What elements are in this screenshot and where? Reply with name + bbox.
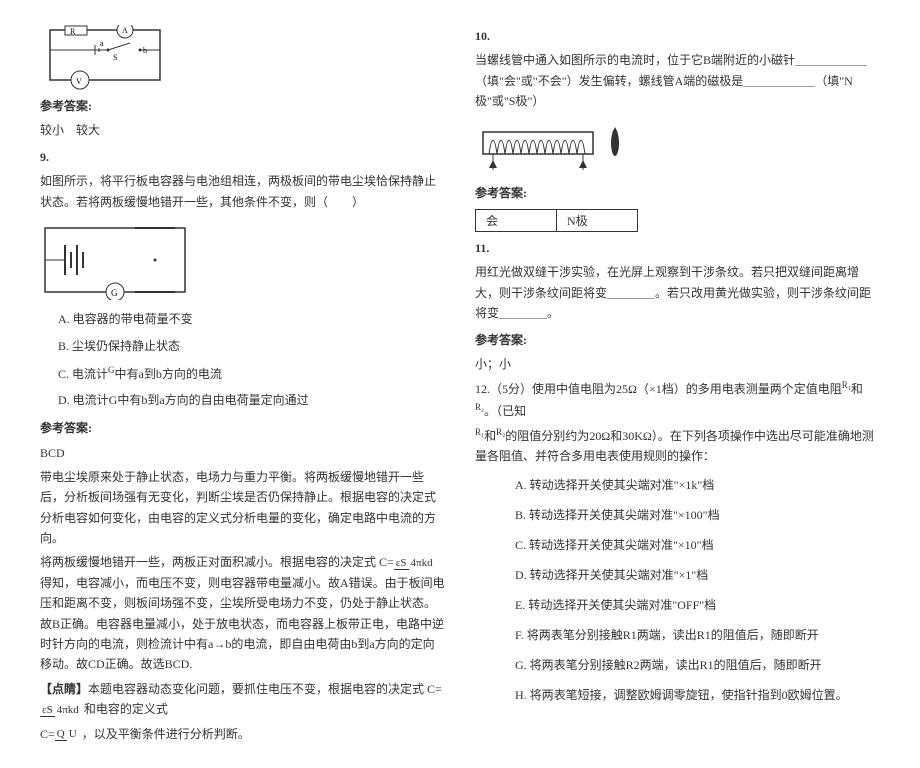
r30k: 30KΩ xyxy=(622,429,652,443)
q9c-pre: C. 电流计 xyxy=(58,367,108,381)
frac1-top: εS xyxy=(394,557,409,570)
left-column: R A V a b S 参考答案: 较小 较大 9. 如图所示，将平行板电容器与 xyxy=(40,20,445,748)
answer-10-table: 会 N极 xyxy=(475,209,638,232)
ans10-cell2: N极 xyxy=(557,209,638,231)
page-container: R A V a b S 参考答案: 较小 较大 9. 如图所示，将平行板电容器与 xyxy=(40,20,880,748)
svg-text:A: A xyxy=(122,26,128,35)
q11-number: 11. xyxy=(475,238,880,258)
explanation-2: 将两板缓慢地错开一些，两板正对面积减小。根据电容的决定式 C=εS4πkd 得知… xyxy=(40,552,445,674)
q12-l2a: 和 xyxy=(484,429,496,443)
explanation-1: 带电尘埃原来处于静止状态，电场力与重力平衡。将两板缓慢地错开一些后，分析板间场强… xyxy=(40,467,445,549)
q12-text-line2: R₁和R₂的阻值分别约为20Ω和30KΩ）。在下列各项操作中选出尽可能准确地测量… xyxy=(475,425,880,467)
q9c-mid: 中有a到b方向的电流 xyxy=(115,367,222,381)
answer-heading-9: 参考答案: xyxy=(40,418,445,438)
tip-a: 本题电容器动态变化问题，要抓住电压不变，根据电容的决定式 xyxy=(88,682,424,696)
q12-m3: 。（已知 xyxy=(484,404,526,418)
answer-heading-10: 参考答案: xyxy=(475,183,880,203)
q11-text: 用红光做双缝干涉实验，在光屏上观察到干涉条纹。若只把双缝间距离增大，则干涉条纹间… xyxy=(475,262,880,323)
q10-text: 当螺线管中通入如图所示的电流时，位于它B端附近的小磁针＿＿＿＿＿＿（填"会"或"… xyxy=(475,50,880,111)
r25: 25Ω xyxy=(616,382,637,396)
q12-l2b: 的阻值分别约为 xyxy=(505,429,589,443)
answer-9: BCD xyxy=(40,443,445,463)
frac-2: εS4πkd xyxy=(40,705,81,716)
answer-11: 小；小 xyxy=(475,354,880,374)
tip-paragraph-2: C=QU ，以及平衡条件进行分析判断。 xyxy=(40,724,445,744)
ans10-cell1: 会 xyxy=(476,209,557,231)
q10-number: 10. xyxy=(475,26,880,46)
q12-option-c: C. 转动选择开关使其尖端对准"×10"档 xyxy=(515,533,880,557)
answer-heading-8: 参考答案: xyxy=(40,96,445,116)
fracC-top: Q xyxy=(55,728,67,741)
q9-option-c: C. 电流计G中有a到b方向的电流 xyxy=(58,362,445,386)
solenoid-diagram xyxy=(475,120,635,175)
tip-b: 和电容的定义式 xyxy=(84,702,168,716)
c-eq2: C= xyxy=(427,682,442,696)
frac-c: QU xyxy=(55,729,79,740)
q12-option-a: A. 转动选择开关使其尖端对准"×1k"档 xyxy=(515,473,880,497)
tip-label: 【点睛】 xyxy=(40,682,88,696)
frac1-bot: 4πkd xyxy=(409,557,435,569)
answer-8: 较小 较大 xyxy=(40,120,445,140)
q12-l2c: 和 xyxy=(610,429,622,443)
frac2-top: εS xyxy=(40,704,55,717)
q12-option-f: F. 将两表笔分别接触R1两端，读出R1的阻值后，随即断开 xyxy=(515,623,880,647)
q9-option-a: A. 电容器的带电荷量不变 xyxy=(58,308,445,331)
answer-heading-11: 参考答案: xyxy=(475,330,880,350)
q12-m1: （×1档）的多用电表测量两个定值电阻 xyxy=(637,382,842,396)
rR1: R₁ xyxy=(842,380,851,390)
rR2: R₂ xyxy=(475,402,484,412)
svg-text:V: V xyxy=(76,77,82,86)
capacitor-diagram: G xyxy=(40,220,190,300)
tip-c: ，以及平衡条件进行分析判断。 xyxy=(82,727,250,741)
q9-option-b: B. 尘埃仍保持静止状态 xyxy=(58,335,445,358)
q12-pre: 12.（5分）使用中值电阻为 xyxy=(475,382,616,396)
fracC-bot: U xyxy=(67,728,79,740)
q12-option-h: H. 将两表笔短接，调整欧姆调零旋钮，使指针指到0欧姆位置。 xyxy=(515,683,880,707)
q12-option-d: D. 转动选择开关使其尖端对准"×1"档 xyxy=(515,563,880,587)
right-column: 10. 当螺线管中通入如图所示的电流时，位于它B端附近的小磁针＿＿＿＿＿＿（填"… xyxy=(475,20,880,748)
circuit-diagram: R A V a b S xyxy=(40,25,170,90)
svg-text:a: a xyxy=(100,39,104,48)
svg-text:R: R xyxy=(70,27,76,36)
expl2-a: 将两板缓慢地错开一些，两板正对面积减小。根据电容的决定式 xyxy=(40,555,376,569)
c-eq3: C= xyxy=(40,727,55,741)
expl2-b: 得知，电容减小，而电压不变，则电容器带电量减小。故A错误。由于板间电压和距离不变… xyxy=(40,576,445,672)
q12-text: 12.（5分）使用中值电阻为25Ω（×1档）的多用电表测量两个定值电阻R₁和 R₂… xyxy=(475,378,880,421)
q9-text: 如图所示，将平行板电容器与电池组相连，两极板间的带电尘埃恰保持静止状态。若将两板… xyxy=(40,171,445,212)
q9-option-d: D. 电流计G中有b到a方向的自由电荷量定向通过 xyxy=(58,389,445,412)
tip-paragraph: 【点睛】本题电容器动态变化问题，要抓住电压不变，根据电容的决定式 C= εS4πk… xyxy=(40,679,445,720)
frac-1: εS4πkd xyxy=(394,558,435,569)
q12-m2: 和 xyxy=(851,382,863,396)
q12-option-b: B. 转动选择开关使其尖端对准"×100"档 xyxy=(515,503,880,527)
r20: 20Ω xyxy=(589,429,610,443)
q9-number: 9. xyxy=(40,147,445,167)
svg-text:S: S xyxy=(113,53,117,62)
q12-option-e: E. 转动选择开关使其尖端对准"OFF"档 xyxy=(515,593,880,617)
svg-text:G: G xyxy=(111,288,118,298)
frac2-bot: 4πkd xyxy=(55,704,81,716)
rR2b: R₂ xyxy=(496,427,505,437)
rR1b: R₁ xyxy=(475,427,484,437)
c-eq: C= xyxy=(379,555,394,569)
q12-option-g: G. 将两表笔分别接触R2两端，读出R1的阻值后，随即断开 xyxy=(515,653,880,677)
